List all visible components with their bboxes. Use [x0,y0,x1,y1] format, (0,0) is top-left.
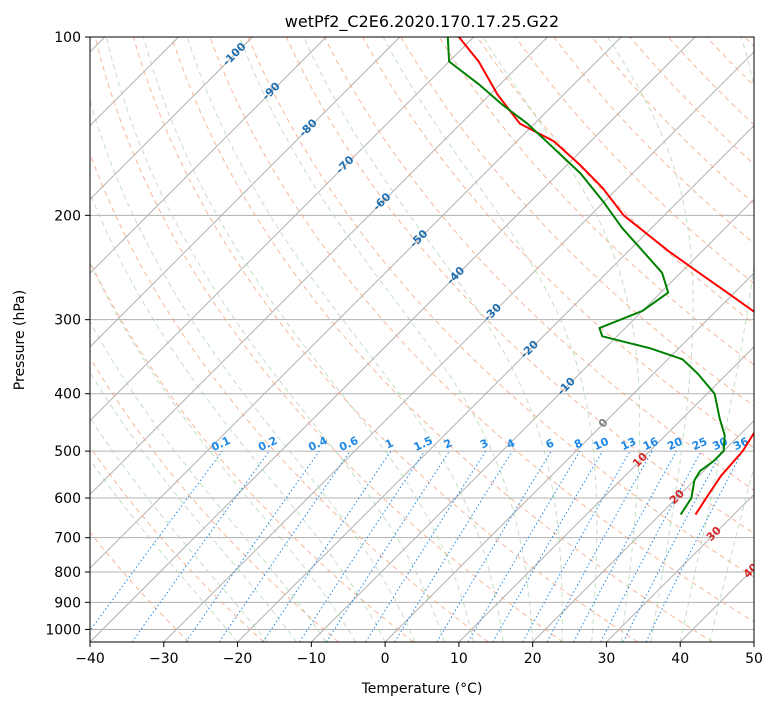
mixing-ratio-label-15: 25 [690,435,709,453]
plot-frame [89,36,755,643]
mixing-ratio-label-12: 13 [619,435,638,453]
dry-adiabat-40 [171,37,713,642]
isotherm--100 [90,37,253,201]
moist-adiabat-32 [482,37,641,642]
mixing-ratio-label-11: 10 [591,435,611,453]
dry-adiabat-10 [90,152,489,642]
x-tick-label-4: 0 [381,651,390,667]
y-tick-label-7: 300 [54,313,81,329]
moist-adiabat--12 [90,371,297,642]
x-tick-label-3: −10 [297,651,327,667]
x-tick-label-9: 50 [745,651,763,667]
dry-adiabat-100 [400,37,754,407]
mixing-ratio-line-2 [185,450,320,642]
mixing-ratio-label-17: 36 [731,435,751,453]
moist-adiabat-12 [142,37,475,642]
profiles [446,37,754,516]
moist-adiabat--4 [90,262,357,642]
dry-adiabat-20 [94,37,564,642]
x-axis-title: Temperature (°C) [361,681,483,697]
x-tick-label-2: −20 [223,651,253,667]
isotherm--40 [90,37,696,642]
moist-adiabat-8 [105,37,445,642]
x-tick-label-6: 20 [524,651,542,667]
isotherm-0 [384,272,754,642]
dewpoint-profile [446,37,726,516]
y-tick-label-4: 600 [54,491,81,507]
dry-adiabat-90 [362,37,754,449]
moist-adiabat-28 [382,37,598,642]
y-tick-label-3: 700 [54,531,81,547]
mixing-ratio-line-13 [546,450,653,642]
isotherm--20 [237,124,754,642]
mixing-ratio-line-8 [394,450,513,642]
dry-adiabat--30 [90,531,190,642]
mixing-ratio-line-0 [90,450,223,632]
x-tick-label-1: −30 [149,651,179,667]
y-tick-label-2: 800 [54,565,81,581]
chart-title: wetPf2_C2E6.2020.170.17.25.G22 [285,12,559,32]
y-tick-label-6: 400 [54,387,81,403]
moist-adiabat--20 [90,458,238,642]
moist-adiabat--16 [90,416,268,642]
dry-adiabat--10 [90,356,339,642]
x-axis: −40 −30 −20 −10 0 10 20 30 40 50 [75,642,763,667]
mixing-ratio-label-14: 20 [665,435,685,453]
dry-adiabat-120 [476,37,754,325]
y-tick-label-9: 100 [54,30,81,46]
dry-adiabat-30 [132,37,639,642]
moist-adiabat-16 [186,37,504,642]
y-axis-title: Pressure (hPa) [12,290,28,390]
mixing-ratio-line-12 [522,450,631,642]
mixing-ratio-line-4 [262,450,392,642]
moist-adiabat-36 [607,37,694,642]
x-tick-label-7: 30 [598,651,616,667]
mixing-ratio-line-1 [131,450,270,642]
isotherm--50 [90,37,622,569]
x-tick-label-5: 10 [450,651,468,667]
background-lines [90,37,754,642]
mixing-ratio-line-14 [573,450,677,642]
dry-adiabat-50 [209,37,754,623]
mixing-ratio-line-17 [645,450,743,642]
dry-adiabat-130 [515,37,754,285]
isotherm--70 [90,37,475,422]
isotherm--90 [90,37,327,274]
isotherm-30 [606,493,754,642]
moist-adiabat-0 [90,191,386,642]
mixing-ratio-line-5 [299,450,426,642]
isotherm-20 [532,419,754,642]
y-tick-label-8: 200 [54,208,81,224]
moist-adiabat-24 [303,37,563,642]
moist-adiabat-4 [90,99,416,642]
x-tick-label-0: −40 [75,651,105,667]
isotherm-10 [458,346,754,642]
isotherm--60 [90,37,548,496]
mixing-ratio-line-3 [218,450,351,642]
moist-adiabat-20 [239,37,534,642]
y-axis: 1000 900 800 700 600 500 400 300 200 100 [45,30,90,638]
x-tick-label-8: 40 [671,651,689,667]
isotherm--30 [163,51,754,642]
y-tick-label-1: 900 [54,595,81,611]
y-tick-label-0: 1000 [45,622,81,638]
y-tick-label-5: 500 [54,444,81,460]
mixing-ratio-label-13: 16 [641,435,661,453]
dry-adiabat-60 [247,37,754,578]
dry-adiabat-0 [90,260,414,642]
isotherm--80 [90,37,401,348]
mixing-ratio-line-6 [325,450,450,642]
